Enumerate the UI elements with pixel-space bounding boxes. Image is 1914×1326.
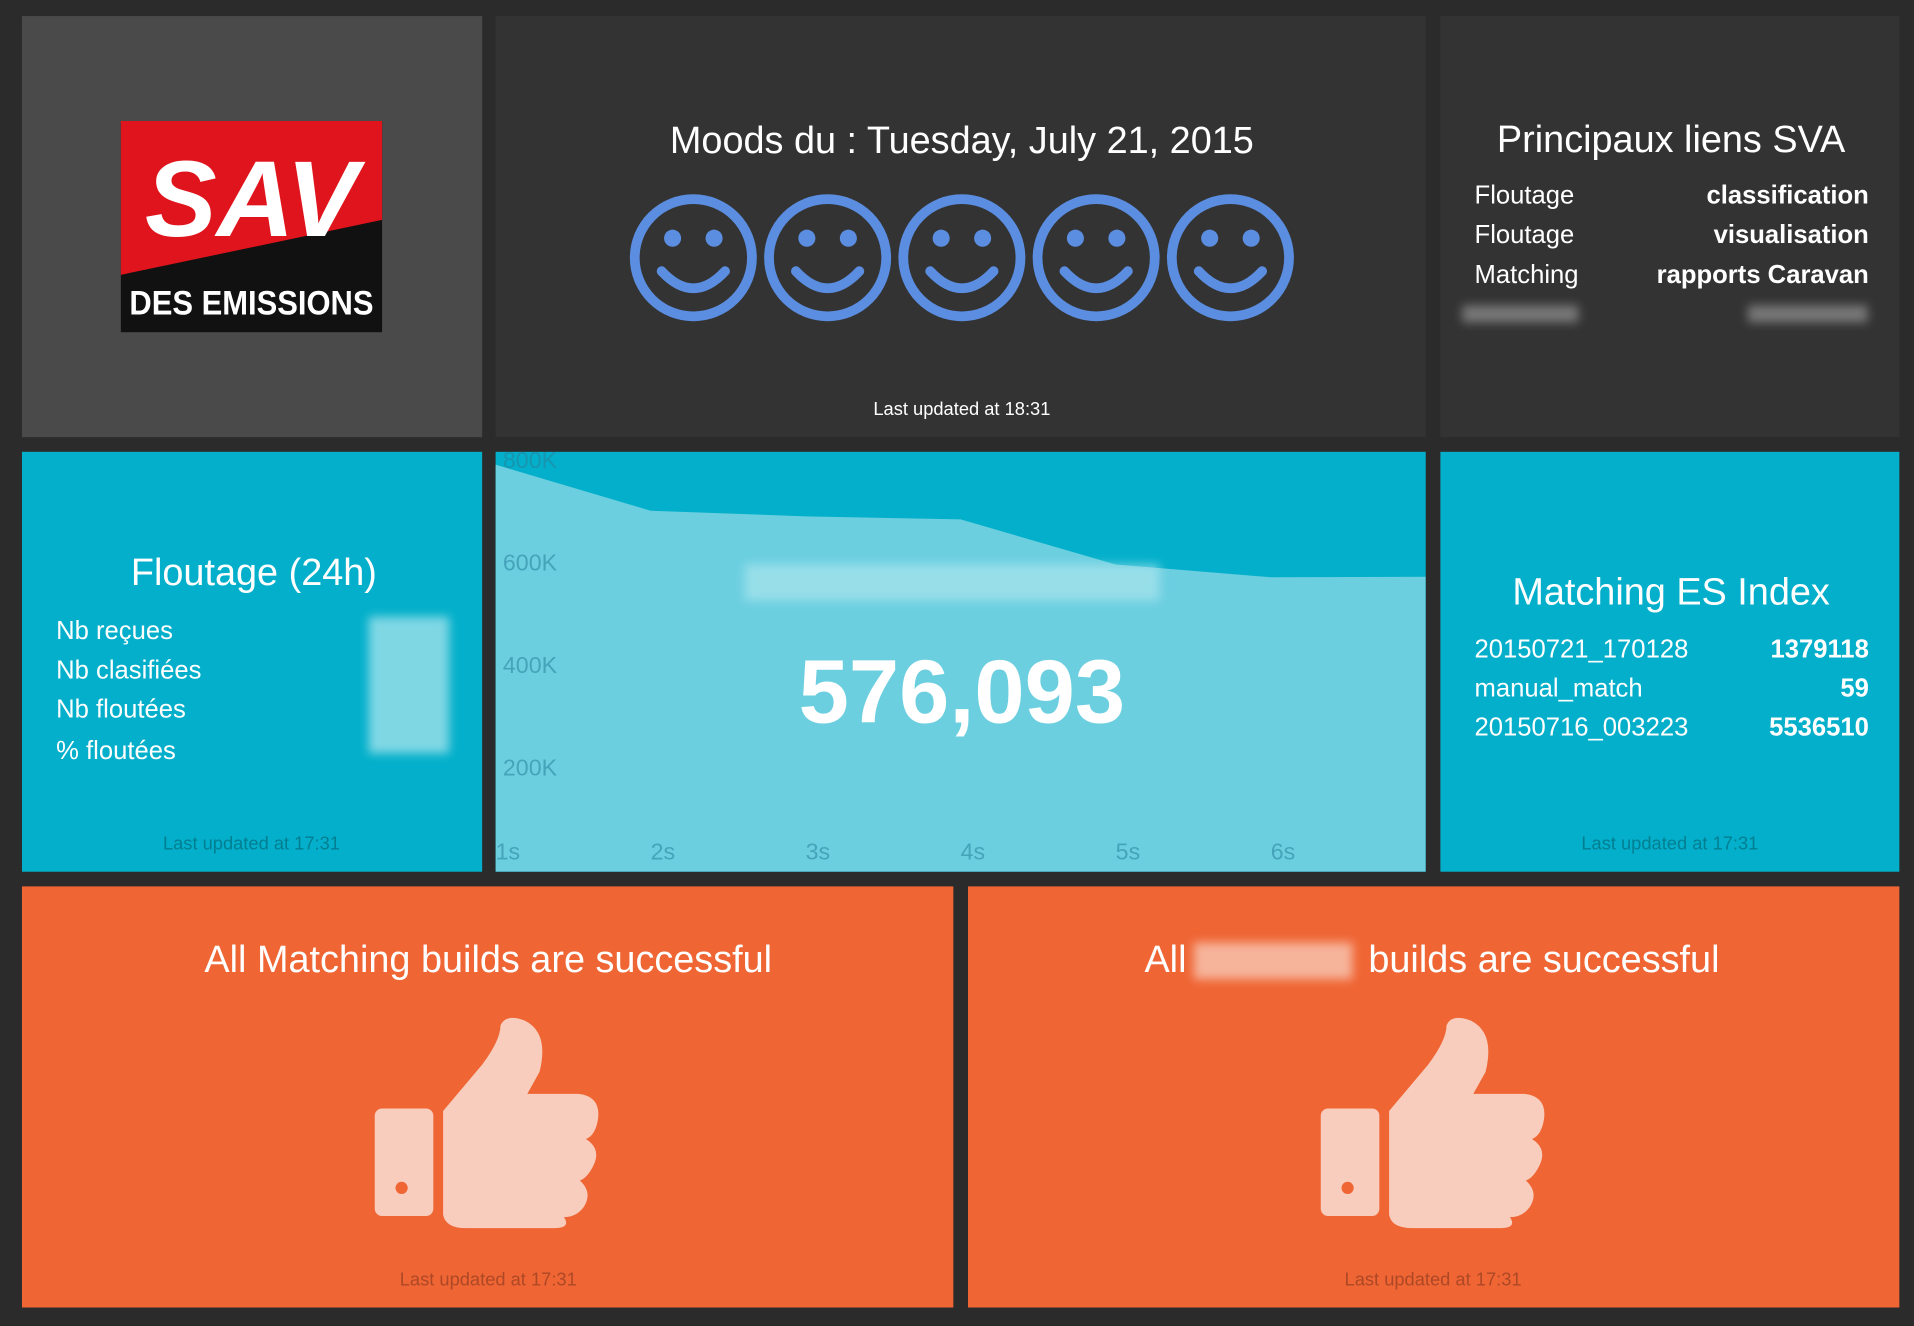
links-tile <box>1440 16 1900 438</box>
updated: Last updated at 18:31 <box>873 398 1050 419</box>
smiley <box>629 194 757 322</box>
moods-title: Moods du : Tuesday, July 21, 2015 <box>670 120 1254 162</box>
links-title: Principaux liens SVA <box>1497 119 1846 161</box>
build-title: All Matching builds are successful <box>204 939 772 981</box>
blurred <box>1747 305 1868 323</box>
floutage-list: Nb reçues Nb clasifiées Nb floutées % flout… <box>56 617 201 765</box>
row-label: Nb floutées <box>56 695 186 723</box>
graph: 200K 400K 600K 800K 1s 2s 3s 4s 5s 6s <box>495 447 1426 872</box>
x-tick-label: 2s <box>651 839 676 865</box>
matching-list: 20150721_170128 1379118 manual_match 59 2015… <box>1475 636 1869 742</box>
logo-text: SAV <box>145 139 366 259</box>
smiley <box>764 194 892 322</box>
y-tick-label: 200K <box>503 754 558 780</box>
smiley-mouth <box>1193 266 1268 294</box>
area <box>495 464 1426 872</box>
row-value: 5536510 <box>1769 714 1869 742</box>
thumb-hand <box>1389 1017 1545 1229</box>
matching-title: Matching ES Index <box>1512 572 1830 614</box>
moods-tile <box>495 16 1426 438</box>
thumb-icon <box>1320 1017 1545 1229</box>
smiley-eye <box>664 229 682 247</box>
x-tick-label: 4s <box>961 839 986 865</box>
row-value: visualisation <box>1714 221 1869 249</box>
row-label: Nb reçues <box>56 617 173 645</box>
smiley-mouth <box>656 266 730 294</box>
row-label: 20150716_003223 <box>1475 714 1689 742</box>
blurred <box>1193 942 1353 980</box>
row-value: 1379118 <box>1770 636 1868 664</box>
build-title-prefix: All <box>1144 939 1186 981</box>
x-tick-label: 5s <box>1116 839 1141 865</box>
matching-tile <box>1440 451 1900 872</box>
blurred <box>744 564 1160 601</box>
smiley-face <box>1166 194 1294 322</box>
smiley-face <box>764 194 892 322</box>
thumbs <box>374 1017 1545 1229</box>
blurred <box>1462 305 1579 323</box>
smiley-eye <box>974 229 992 247</box>
row-value: rapports Caravan <box>1657 261 1869 289</box>
row-label: Matching <box>1475 261 1579 289</box>
smiley-face <box>1032 194 1160 322</box>
x-tick-label: 3s <box>806 839 831 865</box>
row-label: % floutées <box>56 737 176 765</box>
thumb-icon <box>374 1017 599 1229</box>
smiley-eye <box>1201 229 1219 247</box>
smiley-eye <box>839 229 857 247</box>
row-label: 20150721_170128 <box>1475 636 1689 664</box>
row-value: classification <box>1706 181 1868 209</box>
smiley-mouth <box>790 266 865 294</box>
y-tick-label: 400K <box>503 652 558 678</box>
updated: Last updated at 17:31 <box>1345 1268 1522 1289</box>
smiley <box>1166 194 1294 322</box>
logo: SAV DES EMISSIONS <box>120 121 383 333</box>
row-label: Floutage <box>1475 221 1575 249</box>
smiley-face <box>898 194 1026 322</box>
smiley <box>1032 194 1160 322</box>
smiley-face <box>629 194 757 322</box>
smiley-eye <box>932 229 950 247</box>
row-label: manual_match <box>1475 675 1643 703</box>
updated: Last updated at 17:31 <box>400 1268 577 1289</box>
row-value: 59 <box>1840 675 1869 703</box>
thumb-dot <box>1341 1181 1354 1194</box>
smiley-eye <box>705 229 723 247</box>
thumb-cuff <box>374 1108 434 1216</box>
y-tick-label: 600K <box>503 550 558 576</box>
row-label: Floutage <box>1475 181 1575 209</box>
updated: Last updated at 17:31 <box>163 833 340 854</box>
logo-subtext: DES EMISSIONS <box>129 284 373 322</box>
thumb-dot <box>395 1181 408 1194</box>
links-list: Floutage classification Floutage visualisat… <box>1475 181 1869 288</box>
smiley-mouth <box>925 266 999 294</box>
y-tick-label: 800K <box>503 447 558 473</box>
logo-red <box>120 121 383 275</box>
smileys <box>629 194 1294 322</box>
smiley-mouth <box>1059 266 1133 294</box>
smiley <box>898 194 1026 322</box>
current-value: 576,093 <box>799 641 1125 742</box>
x-tick-label: 6s <box>1271 839 1296 865</box>
build-title-suffix: builds are successful <box>1368 939 1719 981</box>
smiley-eye <box>798 229 816 247</box>
thumb-cuff <box>1320 1108 1380 1216</box>
smiley-eye <box>1108 229 1126 247</box>
blurred <box>368 616 450 754</box>
x-tick-label: 1s <box>496 839 521 865</box>
thumb-hand <box>443 1017 599 1229</box>
smiley-eye <box>1242 229 1260 247</box>
updated: Last updated at 17:31 <box>1581 833 1758 854</box>
smiley-eye <box>1066 229 1084 247</box>
floutage-title: Floutage (24h) <box>131 552 377 594</box>
row-label: Nb clasifiées <box>56 656 201 684</box>
